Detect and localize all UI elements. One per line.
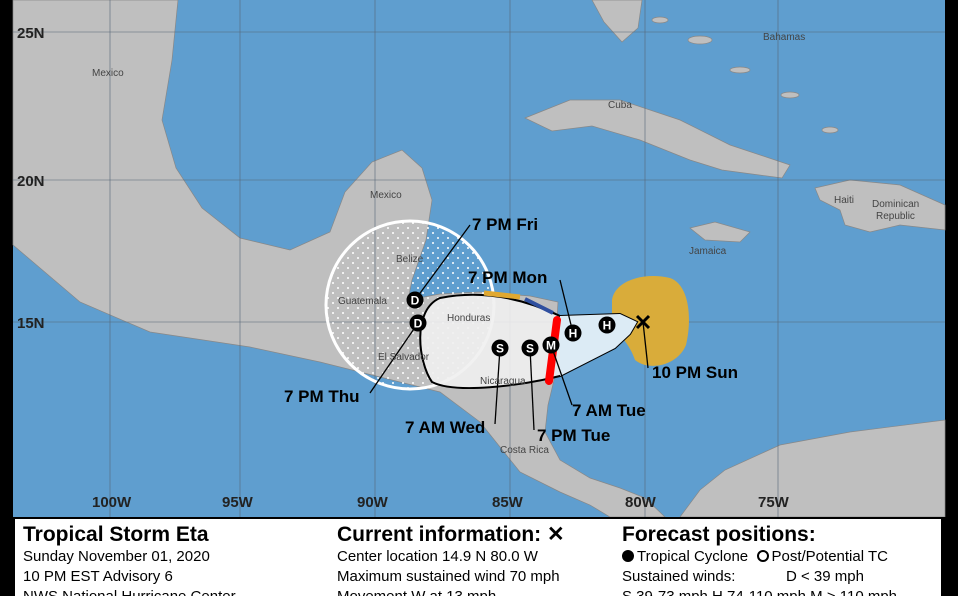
place-label: Mexico [92,68,124,79]
forecast-point-letter: H [603,319,612,333]
place-label: Belize [396,254,424,265]
storm-title: Tropical Storm Eta [23,523,209,546]
forecast-point-letter: D [411,294,420,308]
forecast-point-circle [409,314,427,332]
forecast-point-letter: S [496,342,504,356]
place-label: El Salvador [378,352,430,363]
place-label: Bahamas [763,32,805,43]
time-label: 10 PM Sun [652,363,738,382]
time-label: 7 PM Tue [537,426,610,445]
axis-labels: 25N 20N 15N 100W 95W 90W 85W 80W 75W [17,25,790,511]
forecast-point-circle [406,291,424,309]
filled-circle-icon [622,550,634,562]
time-label: 7 PM Thu [284,387,360,406]
time-labels: 7 PM Fri 7 PM Mon 7 PM Thu 7 AM Wed 7 AM… [284,215,738,445]
x-icon: ✕ [547,523,565,546]
place-label: Honduras [447,313,490,324]
legend-tc: Tropical Cyclone [637,548,749,565]
issuing-center: NWS National Hurricane Center [23,587,236,596]
advisory-number: 10 PM EST Advisory 6 [23,568,173,585]
place-label: Cuba [608,100,632,111]
shm-definition: S 39-73 mph H 74-110 mph M > 110 mph [622,587,897,596]
forecast-point-D: D [409,314,427,332]
lon-label: 85W [492,494,524,511]
forecast-point-H: H [564,324,582,342]
movement: Movement W at 13 mph [337,587,565,596]
place-label: Republic [876,211,915,222]
leader-lines [369,224,649,431]
lon-label: 95W [222,494,254,511]
florida-land [591,0,643,43]
lon-label: 90W [357,494,389,511]
south-america-land [679,419,946,517]
place-label: Costa Rica [500,445,549,456]
place-labels: Mexico Mexico Belize Guatemala Honduras … [92,32,919,456]
forecast-point-circle [542,336,560,354]
place-label: Dominican [872,199,919,210]
sustained-label: Sustained winds: [622,568,736,585]
place-label: Jamaica [689,246,727,257]
forecast-point-letter: M [546,339,556,353]
forecast-point-H: H [598,316,616,334]
cuba-land [524,99,791,179]
lon-label: 100W [92,494,132,511]
forecast-point-letter: S [526,342,534,356]
storm-info: Tropical Storm Eta Sunday November 01, 2… [23,523,236,596]
forecast-point-S: S [521,339,539,357]
forecast-map: Mexico Mexico Belize Guatemala Honduras … [12,0,946,517]
forecast-point-letter: H [569,327,578,341]
center-location: Center location 14.9 N 80.0 W [337,548,538,565]
lat-label: 25N [17,25,45,42]
jamaica-land [689,221,751,243]
place-label: Guatemala [338,296,387,307]
time-label: 7 PM Mon [468,268,547,287]
current-heading: Current information: [337,523,542,546]
tropical-storm-watch-segment [524,297,554,315]
open-circle-icon [756,550,769,562]
place-label: Haiti [834,195,854,206]
d-definition: D < 39 mph [786,568,864,585]
current-info: Current information: ✕ Center location 1… [337,523,565,596]
lat-label: 15N [17,315,45,332]
forecast-legend: Forecast positions: Tropical Cyclone Pos… [622,523,897,596]
forecast-point-S: S [491,339,509,357]
forecast-point-M: M [542,336,560,354]
max-wind: Maximum sustained wind 70 mph [337,568,560,585]
info-panel: Tropical Storm Eta Sunday November 01, 2… [13,517,943,596]
forecast-point-D: D [406,291,424,309]
current-position-x-icon [635,314,651,330]
forecast-point-circle [564,324,582,342]
advisory-date: Sunday November 01, 2020 [23,548,210,565]
tropical-storm-warning-segment [483,290,521,300]
forecast-point-letter: D [414,317,423,331]
place-label: Mexico [370,190,402,201]
place-label: Nicaragua [480,376,526,387]
time-label: 7 AM Wed [405,418,485,437]
forecast-point-circle [598,316,616,334]
lon-label: 80W [625,494,657,511]
forecast-heading: Forecast positions: [622,523,816,546]
forecast-point-circle [491,339,509,357]
legend-post: Post/Potential TC [771,548,888,565]
time-label: 7 PM Fri [472,215,538,234]
hispaniola-land [814,179,946,233]
tropical-storm-wind-field [612,276,689,366]
lon-label: 75W [758,494,790,511]
forecast-point-circle [521,339,539,357]
lat-label: 20N [17,173,45,190]
time-label: 7 AM Tue [572,401,646,420]
